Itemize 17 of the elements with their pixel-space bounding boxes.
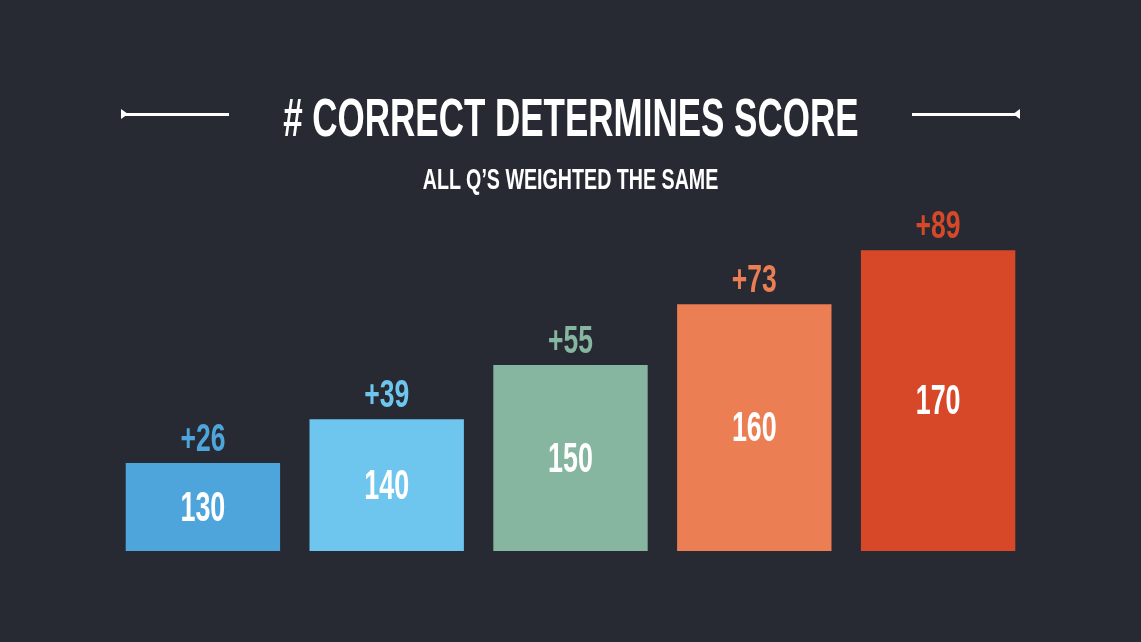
x-tick-label: 130 (180, 482, 226, 529)
data-label: +55 (548, 318, 593, 362)
x-tick-label: 150 (548, 433, 593, 480)
data-label: +39 (364, 372, 410, 416)
x-tick-label: 160 (731, 403, 777, 450)
data-label: +89 (915, 203, 961, 247)
bar (309, 419, 464, 551)
x-tick-label: 140 (364, 460, 410, 507)
bar (860, 250, 1016, 551)
bar (125, 463, 281, 551)
chart-title: # CORRECT DETERMINES SCORE (282, 88, 859, 148)
chart-subtitle: ALL Q’S WEIGHTED THE SAME (422, 161, 719, 197)
data-label: +26 (180, 416, 226, 460)
x-tick-label: 170 (915, 376, 961, 423)
bar (493, 365, 648, 551)
data-label: +73 (731, 257, 777, 301)
bar (677, 304, 832, 551)
